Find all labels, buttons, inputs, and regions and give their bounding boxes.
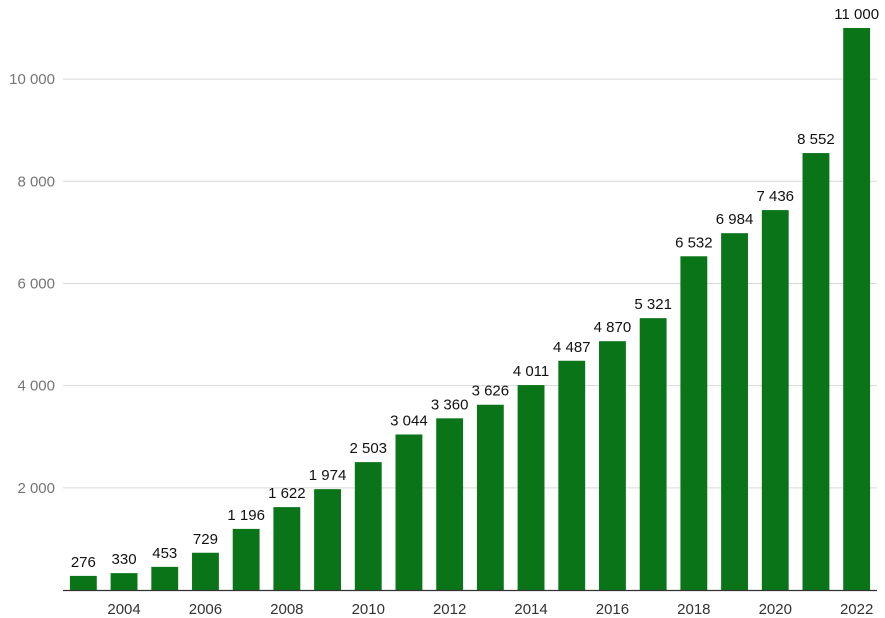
data-label: 11 000 bbox=[834, 6, 879, 23]
bar-2022 bbox=[843, 28, 871, 590]
data-label: 4 487 bbox=[553, 339, 591, 356]
data-label: 276 bbox=[71, 554, 96, 571]
bar-2008 bbox=[273, 507, 301, 590]
x-tick-label: 2010 bbox=[352, 601, 385, 618]
x-tick-label: 2018 bbox=[677, 601, 710, 618]
x-tick-label: 2014 bbox=[514, 601, 547, 618]
bar-2017 bbox=[639, 318, 667, 590]
bar-2018 bbox=[680, 256, 708, 590]
data-label: 8 552 bbox=[797, 131, 835, 148]
data-label: 2 503 bbox=[349, 440, 387, 457]
y-tick-label: 8 000 bbox=[17, 173, 55, 190]
bar-2012 bbox=[436, 418, 464, 590]
data-label: 6 532 bbox=[675, 234, 713, 251]
x-tick-label: 2008 bbox=[270, 601, 303, 618]
bar-2004 bbox=[110, 573, 138, 590]
x-tick-label: 2012 bbox=[433, 601, 466, 618]
x-tick-label: 2020 bbox=[759, 601, 792, 618]
bar-2013 bbox=[476, 404, 504, 590]
bar-2003 bbox=[69, 575, 97, 590]
bar-2005 bbox=[151, 566, 179, 590]
data-label: 729 bbox=[193, 531, 218, 548]
x-axis-tick-labels: 2004 2006 2008 2010 2012 2014 2016 2018 2020 2022 bbox=[107, 601, 873, 618]
bar-2006 bbox=[192, 552, 219, 590]
data-label: 1 196 bbox=[227, 507, 265, 524]
bar-2020 bbox=[761, 210, 789, 590]
data-label: 7 436 bbox=[756, 188, 794, 205]
y-tick-label: 2 000 bbox=[17, 480, 55, 497]
x-tick-label: 2022 bbox=[840, 601, 873, 618]
y-tick-label: 4 000 bbox=[17, 378, 55, 395]
x-tick-label: 2006 bbox=[189, 601, 222, 618]
y-tick-label: 10 000 bbox=[9, 71, 55, 88]
data-label: 4 011 bbox=[513, 363, 549, 380]
bar-2011 bbox=[395, 434, 423, 590]
bar-2014 bbox=[517, 385, 545, 590]
data-label: 330 bbox=[112, 551, 137, 568]
data-label: 1 974 bbox=[309, 467, 347, 484]
bar-2021 bbox=[802, 153, 830, 590]
data-label: 3 360 bbox=[431, 396, 469, 413]
data-label: 1 622 bbox=[268, 485, 306, 502]
x-tick-label: 2004 bbox=[107, 601, 140, 618]
data-label: 4 870 bbox=[594, 319, 632, 336]
data-label: 3 044 bbox=[390, 412, 428, 429]
bar-2010 bbox=[354, 462, 382, 590]
bar-2019 bbox=[721, 233, 748, 590]
data-label: 6 984 bbox=[716, 211, 754, 228]
data-label: 5 321 bbox=[634, 296, 672, 313]
bar-2009 bbox=[314, 489, 341, 590]
data-label: 3 626 bbox=[472, 383, 510, 400]
bars bbox=[69, 28, 871, 590]
data-label: 453 bbox=[152, 545, 177, 562]
bar-2007 bbox=[232, 528, 260, 590]
gridlines bbox=[63, 78, 877, 489]
bar-2015 bbox=[558, 360, 586, 590]
x-tick-label: 2016 bbox=[596, 601, 629, 618]
y-tick-label: 6 000 bbox=[17, 275, 55, 292]
y-axis-tick-labels: 2 000 4 000 6 000 8 000 10 000 bbox=[9, 71, 55, 497]
bar-2016 bbox=[599, 341, 626, 590]
